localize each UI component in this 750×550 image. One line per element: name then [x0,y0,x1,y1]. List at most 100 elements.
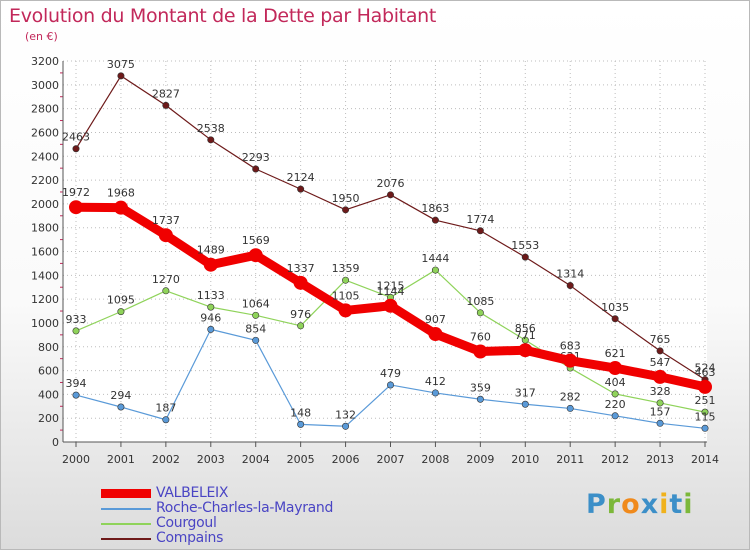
data-label: 683 [560,340,581,353]
data-label: 2463 [62,131,90,144]
x-tick-label: 2001 [107,453,135,466]
legend-swatch [101,538,151,540]
y-tick-label: 1800 [31,222,59,235]
data-point [386,191,394,199]
y-tick-label: 3200 [31,55,59,68]
data-label: 1489 [197,244,225,257]
data-point [162,416,170,424]
x-tick-label: 2011 [556,453,584,466]
data-label: 1359 [332,262,360,275]
x-tick-label: 2002 [152,453,180,466]
proxiti-logo: Proxiti [586,489,694,520]
x-tick-label: 2013 [646,453,674,466]
legend: VALBELEIX Roche-Charles-la-Mayrand Courgou… [101,485,401,546]
y-tick-label: 1200 [31,293,59,306]
x-tick-label: 2012 [601,453,629,466]
data-point [476,309,484,317]
legend-item: Roche-Charles-la-Mayrand [101,500,401,516]
data-label: 1035 [601,301,629,314]
data-label: 479 [380,367,401,380]
data-point [566,404,574,412]
data-point [297,420,305,428]
y-tick-label: 800 [38,341,59,354]
y-tick-label: 1600 [31,246,59,259]
data-point [207,136,215,144]
data-point [162,101,170,109]
y-tick-label: 400 [38,388,59,401]
data-label: 1737 [152,214,180,227]
data-label: 771 [515,329,536,342]
x-tick-label: 2010 [511,453,539,466]
data-label: 282 [560,390,581,403]
data-label: 328 [650,385,671,398]
data-point [207,303,215,311]
logo-letter: x [640,489,660,520]
data-point [476,395,484,403]
x-tick-label: 2005 [287,453,315,466]
data-point [203,257,218,272]
data-label: 394 [66,377,87,390]
data-point [72,145,80,153]
y-tick-label: 3000 [31,79,59,92]
y-tick-label: 200 [38,412,59,425]
data-point [69,200,83,215]
x-tick-label: 2000 [62,453,90,466]
y-tick-label: 600 [38,365,59,378]
logo-letter: o [621,489,641,520]
data-point [518,343,533,358]
data-point [431,266,439,274]
data-point [342,276,350,284]
legend-item: Compains [101,530,401,546]
series-valbeleix: 1972 1968 1737 1489 1569 1337 1105 1144 907 760 77… [62,186,716,394]
chart-title: Evolution du Montant de la Dette par Hab… [9,5,437,27]
x-tick-label: 2004 [242,453,270,466]
data-label: 1972 [62,186,90,199]
data-label: 1064 [242,297,270,310]
data-point [117,72,125,80]
data-label: 976 [290,308,311,321]
y-tick-label: 2000 [31,198,59,211]
data-point [72,391,80,399]
y-tick-label: 2400 [31,150,59,163]
data-label: 187 [155,402,176,415]
data-label: 946 [200,311,221,324]
data-label: 2293 [242,151,270,164]
data-label: 1314 [556,268,584,281]
data-point [383,298,398,313]
y-tick-label: 0 [52,436,59,449]
data-label: 157 [650,405,671,418]
series-compains: 2463 3075 2827 2538 2293 2124 1950 2076 1863 1774… [62,58,716,384]
legend-label: Courgoul [156,515,217,531]
data-label: 132 [335,408,356,421]
data-point [117,308,125,316]
data-label: 856 [515,322,536,335]
data-point [701,408,709,416]
data-label: 463 [695,366,716,379]
data-point [656,347,664,355]
data-point [611,390,619,398]
data-point [342,206,350,214]
legend-label: VALBELEIX [156,485,229,501]
data-label: 359 [470,381,491,394]
data-label: 2076 [377,177,405,190]
legend-label: Compains [156,530,224,546]
data-label: 1133 [197,289,225,302]
y-tick-label: 2800 [31,103,59,116]
data-label: 1553 [511,239,539,252]
data-label: 1337 [287,262,315,275]
data-point [293,275,308,290]
data-label: 2538 [197,122,225,135]
data-point [162,287,170,295]
legend-swatch [101,508,151,510]
data-label: 412 [425,375,446,388]
data-point [158,228,173,243]
data-point [252,311,260,319]
data-point [608,361,623,376]
data-point [611,412,619,420]
data-point [476,227,484,235]
data-label: 115 [695,410,716,423]
x-tick-label: 2007 [377,453,405,466]
y-tick-label: 1000 [31,317,59,330]
